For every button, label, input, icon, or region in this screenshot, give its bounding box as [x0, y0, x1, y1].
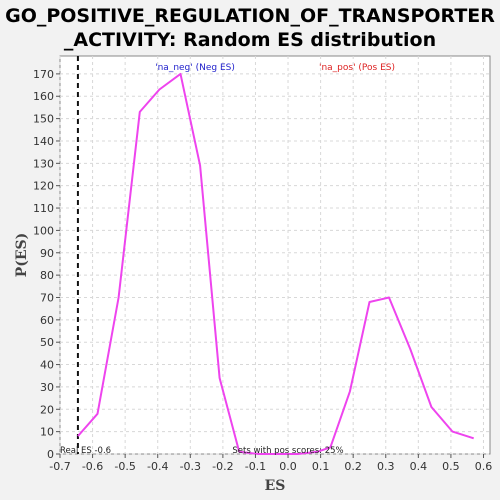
y-tick-label: 10	[40, 426, 54, 439]
y-tick-label: 170	[33, 68, 54, 81]
plot-area	[59, 55, 491, 455]
y-tick-label: 20	[40, 403, 54, 416]
x-tick-label: -0.5	[114, 460, 135, 473]
legend-neg: 'na_neg' (Neg ES)	[155, 63, 235, 73]
x-tick-label: 0.4	[410, 460, 428, 473]
x-tick-label: -0.1	[245, 460, 266, 473]
x-tick-label: 0.6	[475, 460, 493, 473]
grid-layer	[59, 56, 490, 455]
x-tick-label: -0.7	[49, 460, 70, 473]
x-tick-label: -0.2	[212, 460, 233, 473]
x-tick-label: -0.6	[82, 460, 103, 473]
y-tick-label: 130	[33, 157, 54, 170]
x-tick-layer: -0.7 -0.6 -0.5 -0.4 -0.3 -0.2 -0.1 0.0 0.1 0.2 0.3…	[49, 454, 492, 473]
y-tick-layer: 0 10 20 30 40 50 60 70 80 90 100 110 120 130 140 150 160…	[33, 68, 60, 461]
real-es-label: Real ES -0.6	[60, 446, 111, 456]
x-tick-label: 0.1	[312, 460, 330, 473]
x-tick-label: -0.4	[147, 460, 168, 473]
y-tick-label: 100	[33, 224, 54, 237]
y-tick-label: 160	[33, 90, 54, 103]
x-tick-label: 0.5	[442, 460, 460, 473]
y-tick-label: 90	[40, 247, 54, 260]
legend-pos: 'na_pos' (Pos ES)	[319, 63, 395, 73]
y-axis-title: P(ES)	[14, 233, 30, 278]
chart-title-line-2: _ACTIVITY: Random ES distribution	[64, 29, 436, 51]
series-layer	[77, 72, 475, 455]
y-tick-label: 110	[33, 202, 54, 215]
pos-scores-annotation: Sets with pos scores: 25%	[232, 446, 343, 456]
chart-title-line-1: GO_POSITIVE_REGULATION_OF_TRANSPORTER	[5, 5, 495, 27]
y-tick-label: 80	[40, 269, 54, 282]
y-tick-label: 60	[40, 314, 54, 327]
y-tick-label: 40	[40, 359, 54, 372]
y-tick-label: 30	[40, 381, 54, 394]
y-tick-label: 150	[33, 113, 54, 126]
y-tick-label: 70	[40, 291, 54, 304]
x-axis-title: ES	[265, 478, 286, 494]
x-tick-label: 0.3	[377, 460, 395, 473]
y-tick-label: 0	[47, 448, 54, 461]
x-tick-label: 0.0	[279, 460, 297, 473]
y-tick-label: 120	[33, 180, 54, 193]
y-tick-label: 140	[33, 135, 54, 148]
y-tick-label: 50	[40, 336, 54, 349]
es-distribution-line	[77, 72, 475, 455]
x-tick-label: 0.2	[344, 460, 362, 473]
x-tick-label: -0.3	[180, 460, 201, 473]
